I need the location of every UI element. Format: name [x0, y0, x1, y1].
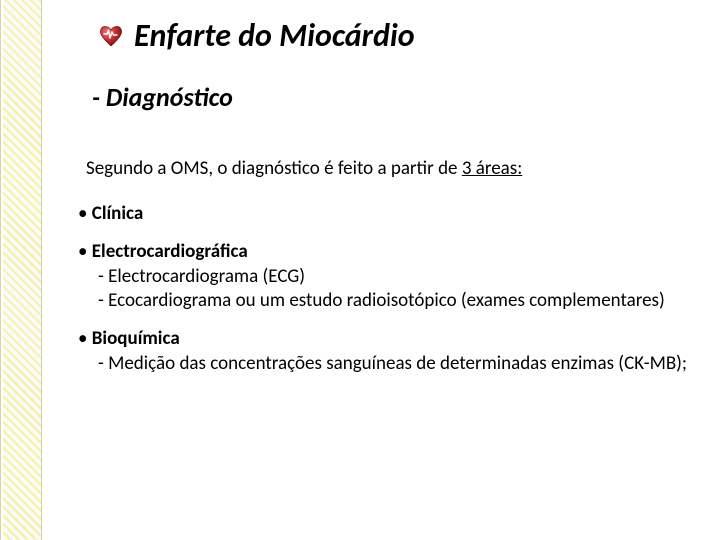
slide-content: Enfarte do Miocárdio - Diagnóstico Segun… [48, 0, 720, 540]
left-pattern-border [0, 0, 42, 540]
intro-prefix: Segundo a OMS, o diagnóstico é feito a p… [86, 157, 462, 180]
bullets-block: • Clínica • Electrocardiográfica - Elect… [78, 202, 702, 376]
bullet-bioquimica: • Bioquímica - Medição das concentrações… [78, 327, 702, 376]
heart-icon [98, 24, 124, 48]
bullet-sub: - Ecocardiograma ou um estudo radioisotó… [98, 289, 702, 313]
bullet-electro: • Electrocardiográfica - Electrocardiogr… [78, 240, 702, 313]
bullet-clinica: • Clínica [78, 202, 702, 226]
bullet-sub: - Electrocardiograma (ECG) [98, 265, 702, 289]
subtitle: - Diagnóstico [92, 81, 702, 113]
title-row: Enfarte do Miocárdio [98, 16, 702, 55]
bullet-sub: - Medição das concentrações sanguíneas d… [98, 352, 702, 376]
bullet-label: Clínica [92, 202, 143, 225]
intro-line: Segundo a OMS, o diagnóstico é feito a p… [86, 157, 702, 180]
page-title: Enfarte do Miocárdio [134, 16, 415, 55]
bullet-label: Electrocardiográfica [92, 240, 248, 263]
intro-number: 3 áreas: [462, 157, 522, 180]
bullet-label: Bioquímica [92, 327, 180, 350]
